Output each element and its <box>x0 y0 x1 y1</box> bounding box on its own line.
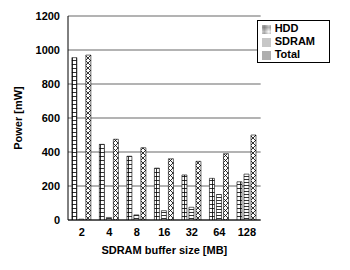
svg-text:SDRAM buffer size [MB]: SDRAM buffer size [MB] <box>101 244 227 256</box>
svg-text:1000: 1000 <box>36 44 60 56</box>
svg-text:2: 2 <box>79 226 85 238</box>
svg-text:Power [mW]: Power [mW] <box>12 86 24 150</box>
html-text:HDD: HDD <box>274 22 299 34</box>
svg-text:32: 32 <box>186 226 198 238</box>
svg-text:600: 600 <box>42 112 60 124</box>
svg-text:400: 400 <box>42 146 60 158</box>
svg-text:8: 8 <box>134 226 140 238</box>
svg-text:0: 0 <box>54 214 60 226</box>
html-text:Total: Total <box>274 48 301 60</box>
svg-text:128: 128 <box>238 226 256 238</box>
svg-text:64: 64 <box>213 226 226 238</box>
svg-text:200: 200 <box>42 180 60 192</box>
svg-text:16: 16 <box>158 226 170 238</box>
svg-text:800: 800 <box>42 78 60 90</box>
svg-text:1200: 1200 <box>36 10 60 22</box>
svg-text:4: 4 <box>106 226 113 238</box>
html-text:SDRAM: SDRAM <box>274 35 315 47</box>
